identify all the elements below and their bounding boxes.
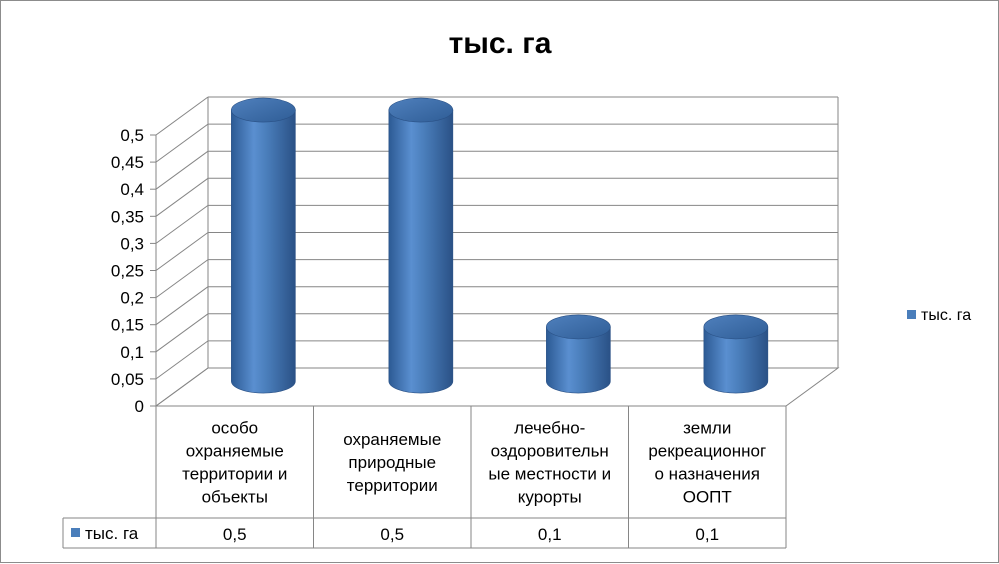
category-label: охраняемые природные территории [343, 430, 441, 495]
y-tick-label: 0,15 [111, 316, 144, 335]
side-gridline [155, 177, 209, 217]
bar-body [231, 109, 296, 394]
category-label-line: о назначения [655, 465, 761, 484]
category-label-line: территории и [182, 465, 287, 484]
legend-label: тыс. га [921, 307, 971, 324]
bar [546, 314, 611, 394]
category-label: особо охраняемые территории и объекты [182, 419, 287, 507]
y-tick-label: 0,4 [120, 180, 144, 199]
y-tick-label: 0,3 [120, 234, 144, 253]
bar-body [546, 326, 611, 394]
table-series-key [71, 528, 80, 537]
category-label-line: курорты [518, 488, 582, 507]
category-label-line: ООПТ [683, 488, 732, 507]
bar [231, 97, 296, 394]
legend: тыс. га [907, 307, 971, 324]
table-value: 0,1 [695, 525, 719, 544]
category-label-line: объекты [202, 488, 268, 507]
category-label: лечебно-оздоровительн ые местности и курор… [488, 419, 611, 507]
side-gridline [155, 123, 209, 163]
side-gridline [155, 96, 209, 136]
y-tick-label: 0 [135, 397, 144, 416]
y-tick-label: 0,1 [120, 343, 144, 362]
chart-title: тыс. га [449, 27, 552, 60]
category-label-line: рекреационног [648, 442, 766, 461]
y-axis-ticks: 0 0,05 0,1 0,15 0,2 0,25 0,3 0,35 0,4 0,45 0,5 [111, 126, 144, 416]
bar [388, 97, 454, 394]
y-tick-label: 0,35 [111, 207, 144, 226]
category-label-line: территории [347, 476, 438, 495]
table-value: 0,5 [223, 525, 247, 544]
table-value: 0,1 [538, 525, 562, 544]
category-label-line: особо [211, 419, 258, 438]
bar-top [388, 97, 454, 123]
category-label-line: ые местности и [488, 465, 611, 484]
bar-top [546, 314, 611, 340]
bar-body [703, 326, 769, 394]
table-series-name: тыс. га [85, 524, 139, 543]
bar-top [703, 314, 769, 340]
category-label-line: охраняемые [186, 442, 284, 461]
category-label: земли рекреационног о назначения ООПТ [648, 419, 766, 507]
table-value: 0,5 [380, 525, 404, 544]
legend-key [907, 310, 916, 319]
side-gridline [155, 313, 209, 353]
bar-body [388, 109, 454, 394]
gridlines [150, 96, 840, 407]
y-tick-label: 0,45 [111, 153, 144, 172]
side-gridline [155, 340, 209, 380]
side-gridline [155, 259, 209, 299]
category-label-line: природные [348, 453, 436, 472]
data-table: особо охраняемые территории и объекты охраня… [62, 405, 787, 549]
bar-top [231, 97, 296, 123]
category-label-line: лечебно- [514, 419, 585, 438]
side-gridline [155, 204, 209, 244]
y-tick-label: 0,5 [120, 126, 144, 145]
bar [703, 314, 769, 394]
side-gridline [155, 232, 209, 271]
category-label-line: оздоровительн [491, 442, 609, 461]
side-gridline [155, 150, 209, 190]
category-label-line: земли [683, 419, 731, 438]
bars [231, 97, 769, 394]
y-tick-label: 0,05 [111, 370, 144, 389]
category-label-line: охраняемые [343, 430, 441, 449]
y-tick-label: 0,2 [120, 289, 144, 308]
side-gridline [155, 286, 209, 326]
y-tick-label: 0,25 [111, 262, 144, 281]
